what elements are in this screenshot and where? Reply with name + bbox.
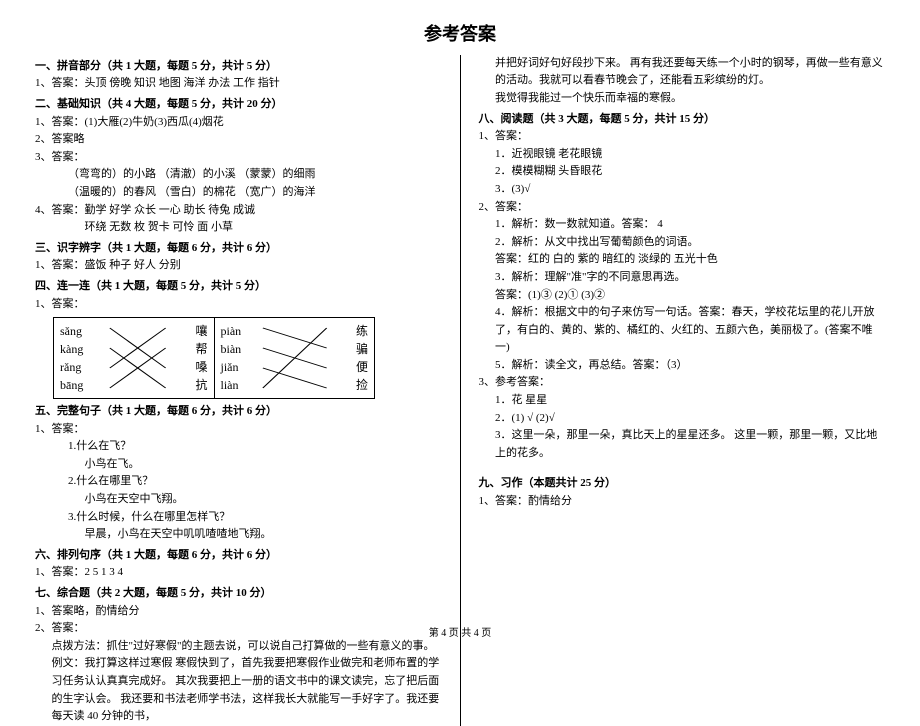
s8-a1-l2: 2．模模糊糊 头昏眼花 bbox=[479, 163, 886, 181]
s4-a1: 1、答案： bbox=[35, 296, 442, 314]
s8-a2-l3b: 答案：(1)③ (2)① (3)② bbox=[479, 287, 886, 305]
s8-a3-l3: 3．这里一朵，那里一朵，真比天上的星星还多。 这里一颗，那里一颗，又比地上的花多… bbox=[479, 427, 886, 462]
s8-a1-l3: 3．(3)√ bbox=[479, 181, 886, 199]
s9-a1: 1、答案：酌情给分 bbox=[479, 493, 886, 511]
pb-l: liàn bbox=[221, 376, 287, 395]
s6-a1: 1、答案：2 5 1 3 4 bbox=[35, 564, 442, 582]
s2-a3: 3、答案： bbox=[35, 149, 442, 167]
page-footer: 第 4 页 共 4 页 bbox=[0, 626, 920, 642]
s1-a1: 1、答案：头顶 傍晚 知识 地图 海洋 办法 工作 指针 bbox=[35, 75, 442, 93]
s5-q1: 1.什么在飞？ bbox=[35, 438, 442, 456]
pb-l: bāng bbox=[60, 376, 126, 395]
section-3-head: 三、识字辨字（共 1 大题，每题 6 分，共计 6 分） bbox=[35, 240, 442, 258]
s2-a4-l2: 环绕 无数 枚 贺卡 可怜 面 小草 bbox=[35, 219, 442, 237]
s2-a3-l2: （温暖的）的春风 （雪白）的棉花 （宽广）的海洋 bbox=[35, 184, 442, 202]
pb-r: 抗 bbox=[141, 376, 207, 395]
s8-a1-l1: 1．近视眼镜 老花眼镜 bbox=[479, 146, 886, 164]
pb-r: 便 bbox=[302, 358, 368, 377]
s8-a2-l3: 3．解析：理解"准"字的不同意思再选。 bbox=[479, 269, 886, 287]
pb-row: biàn 骗 bbox=[221, 340, 369, 358]
s8-a2: 2、答案： bbox=[479, 199, 886, 217]
pb-row: piàn 练 bbox=[221, 322, 369, 340]
pb-r: 帮 bbox=[141, 340, 207, 359]
pb-row: sǎng 嚷 bbox=[60, 322, 208, 340]
pb-l: jiǎn bbox=[221, 358, 287, 377]
s2-a4: 4、答案：勤学 好学 众长 一心 助长 待兔 成诚 bbox=[35, 202, 442, 220]
s8-a3-l1: 1．花 星星 bbox=[479, 392, 886, 410]
section-7-head: 七、综合题（共 2 大题，每题 5 分，共计 10 分） bbox=[35, 585, 442, 603]
pb-r: 练 bbox=[302, 322, 368, 341]
pb-r: 骗 bbox=[302, 340, 368, 359]
page-title: 参考答案 bbox=[35, 20, 885, 49]
pinyin-box: sǎng 嚷 kàng 帮 rǎng 嗓 bāng 抗 piàn 练 biàn 骗 jiǎn… bbox=[53, 317, 375, 399]
pinyin-col-b: piàn 练 biàn 骗 jiǎn 便 liàn 捡 bbox=[215, 318, 375, 398]
s2-a3-l1: （弯弯的）的小路 （清澈）的小溪 （蒙蒙）的细雨 bbox=[35, 166, 442, 184]
s8-a3: 3、参考答案： bbox=[479, 374, 886, 392]
s8-a2-l4: 4．解析：根据文中的句子来仿写一句话。答案：春天，学校花坛里的花儿开放了，有白的… bbox=[479, 304, 886, 357]
s8-a2-l2b: 答案：红的 白的 紫的 暗红的 淡绿的 五光十色 bbox=[479, 251, 886, 269]
s2-a1: 1、答案：(1)大雁(2)牛奶(3)西瓜(4)烟花 bbox=[35, 114, 442, 132]
pinyin-col-a: sǎng 嚷 kàng 帮 rǎng 嗓 bāng 抗 bbox=[54, 318, 214, 398]
pb-row: bāng 抗 bbox=[60, 376, 208, 394]
s5-q3a: 早晨，小鸟在天空中叽叽喳喳地飞翔。 bbox=[35, 526, 442, 544]
section-1-head: 一、拼音部分（共 1 大题，每题 5 分，共计 5 分） bbox=[35, 58, 442, 76]
pb-row: jiǎn 便 bbox=[221, 358, 369, 376]
s7-a1: 1、答案略，酌情给分 bbox=[35, 603, 442, 621]
s5-q1a: 小鸟在飞。 bbox=[35, 456, 442, 474]
pb-l: sǎng bbox=[60, 322, 126, 341]
pb-r: 捡 bbox=[302, 376, 368, 395]
pb-l: piàn bbox=[221, 322, 287, 341]
s5-q2: 2.什么在哪里飞？ bbox=[35, 473, 442, 491]
spacer bbox=[479, 462, 886, 472]
pb-row: kàng 帮 bbox=[60, 340, 208, 358]
s2-a2: 2、答案略 bbox=[35, 131, 442, 149]
pb-l: rǎng bbox=[60, 358, 126, 377]
section-6-head: 六、排列句序（共 1 大题，每题 6 分，共计 6 分） bbox=[35, 547, 442, 565]
section-8-head: 八、阅读题（共 3 大题，每题 5 分，共计 15 分） bbox=[479, 111, 886, 129]
section-5-head: 五、完整句子（共 1 大题，每题 6 分，共计 6 分） bbox=[35, 403, 442, 421]
section-4-head: 四、连一连（共 1 大题，每题 5 分，共计 5 分） bbox=[35, 278, 442, 296]
s3-a1: 1、答案：盛饭 种子 好人 分别 bbox=[35, 257, 442, 275]
pb-l: kàng bbox=[60, 340, 126, 359]
section-2-head: 二、基础知识（共 4 大题，每题 5 分，共计 20 分） bbox=[35, 96, 442, 114]
s5-q3: 3.什么时候，什么在哪里怎样飞？ bbox=[35, 509, 442, 527]
s8-a2-l5: 5．解析：读全文，再总结。答案：（3） bbox=[479, 357, 886, 375]
s7-p2: 例文：我打算这样过寒假 寒假快到了，首先我要把寒假作业做完和老师布置的学习任务认… bbox=[35, 655, 442, 725]
pb-r: 嗓 bbox=[141, 358, 207, 377]
pb-r: 嚷 bbox=[141, 322, 207, 341]
s8-a2-l1: 1．解析：数一数就知道。答案： 4 bbox=[479, 216, 886, 234]
cont1: 并把好词好句好段抄下来。 再有我还要每天练一个小时的钢琴，再做一些有意义的活动。… bbox=[479, 55, 886, 90]
cont2: 我觉得我能过一个快乐而幸福的寒假。 bbox=[479, 90, 886, 108]
section-9-head: 九、习作（本题共计 25 分） bbox=[479, 475, 886, 493]
s8-a2-l2: 2．解析：从文中找出写葡萄颜色的词语。 bbox=[479, 234, 886, 252]
pb-row: rǎng 嗓 bbox=[60, 358, 208, 376]
pb-row: liàn 捡 bbox=[221, 376, 369, 394]
s5-a1: 1、答案： bbox=[35, 421, 442, 439]
s5-q2a: 小鸟在天空中飞翔。 bbox=[35, 491, 442, 509]
s8-a1: 1、答案： bbox=[479, 128, 886, 146]
pb-l: biàn bbox=[221, 340, 287, 359]
s8-a3-l2: 2．(1) √ (2)√ bbox=[479, 410, 886, 428]
